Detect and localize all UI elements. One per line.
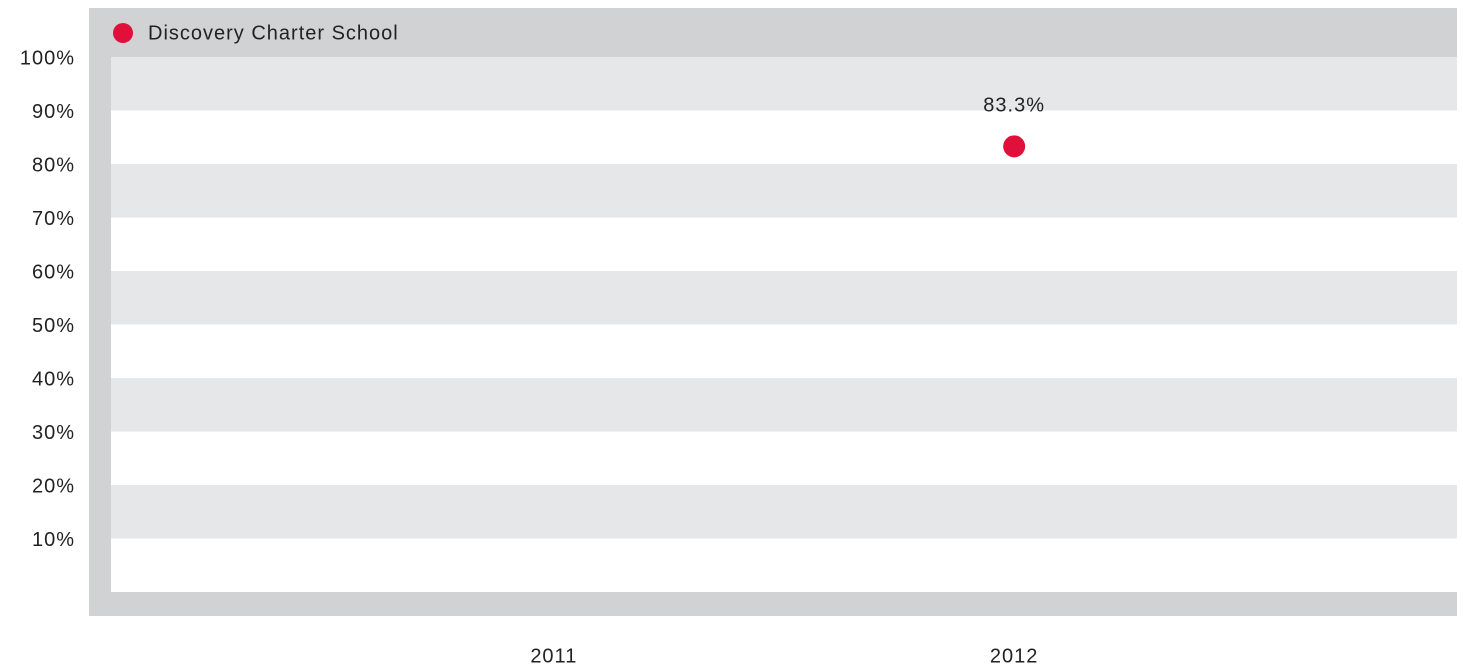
grid-band bbox=[111, 485, 1457, 539]
y-tick-label: 30% bbox=[32, 422, 75, 444]
y-tick-label: 80% bbox=[32, 154, 75, 176]
y-tick-label: 60% bbox=[32, 261, 75, 283]
data-point bbox=[1003, 135, 1026, 158]
y-tick-label: 50% bbox=[32, 315, 75, 337]
x-tick-label: 2011 bbox=[530, 645, 577, 667]
legend-label: Discovery Charter School bbox=[148, 22, 399, 44]
y-tick-label: 40% bbox=[32, 368, 75, 390]
y-tick-label: 10% bbox=[32, 529, 75, 551]
grid-band bbox=[111, 378, 1457, 432]
y-tick-label: 100% bbox=[20, 47, 75, 69]
legend-marker bbox=[113, 23, 133, 43]
grid-band bbox=[111, 271, 1457, 325]
x-tick-label: 2012 bbox=[990, 645, 1039, 667]
grid-band bbox=[111, 164, 1457, 218]
y-tick-label: 20% bbox=[32, 475, 75, 497]
y-tick-label: 70% bbox=[32, 208, 75, 230]
y-tick-label: 90% bbox=[32, 101, 75, 123]
data-label: 83.3% bbox=[983, 95, 1045, 117]
grid-band bbox=[111, 57, 1457, 111]
